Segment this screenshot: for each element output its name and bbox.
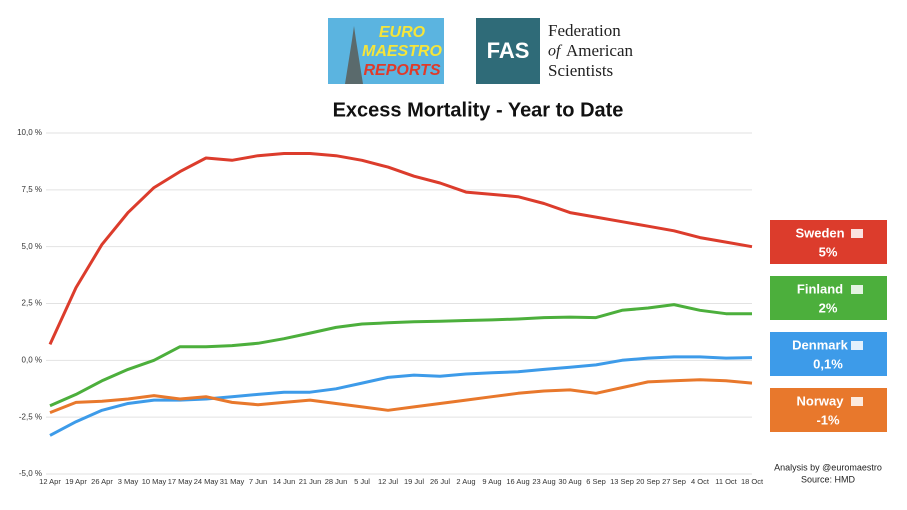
- value-label: 2%: [819, 300, 838, 315]
- y-tick-label: 5,0 %: [22, 242, 42, 251]
- y-tick-label: 7,5 %: [22, 185, 42, 194]
- x-tick-label: 13 Sep: [610, 477, 634, 486]
- x-tick-label: 26 Jul: [430, 477, 450, 486]
- logo-text: REPORTS: [363, 62, 440, 79]
- x-tick-label: 12 Jul: [378, 477, 398, 486]
- legend-box: [770, 388, 887, 432]
- x-tick-label: 27 Sep: [662, 477, 686, 486]
- logo-name: American: [566, 41, 634, 60]
- x-tick-label: 24 May: [194, 477, 219, 486]
- value-label: -1%: [816, 412, 840, 427]
- flag-icon: [851, 341, 863, 350]
- annotation: Source: HMD: [801, 474, 856, 484]
- flag-icon: [851, 285, 863, 294]
- x-tick-label: 28 Jun: [325, 477, 348, 486]
- x-tick-label: 26 Apr: [91, 477, 113, 486]
- y-tick-label: 2,5 %: [22, 299, 42, 308]
- x-tick-label: 10 May: [142, 477, 167, 486]
- chart-title: Excess Mortality - Year to Date: [333, 99, 624, 121]
- value-label: 0,1%: [813, 356, 843, 371]
- logo-text: EURO: [379, 24, 426, 41]
- logo-name: Scientists: [548, 61, 613, 80]
- series-line: [48, 152, 753, 346]
- x-tick-label: 5 Jul: [354, 477, 370, 486]
- logo-name: Federation: [548, 21, 621, 40]
- legend-box: [770, 220, 887, 264]
- legend-box: [770, 276, 887, 320]
- x-tick-label: 11 Oct: [715, 477, 737, 486]
- legend-box: [770, 332, 887, 376]
- legend-label: Norway: [797, 393, 845, 408]
- x-tick-label: 30 Aug: [558, 477, 581, 486]
- x-tick-label: 12 Apr: [39, 477, 61, 486]
- y-tick-label: 0,0 %: [22, 355, 42, 364]
- logo-name: of: [548, 43, 563, 60]
- flag-icon: [851, 397, 863, 406]
- y-tick-label: 10,0 %: [17, 128, 42, 137]
- x-tick-label: 14 Jun: [273, 477, 296, 486]
- logo-text: MAESTRO: [362, 43, 443, 60]
- x-tick-label: 3 May: [118, 477, 139, 486]
- series-line: [49, 378, 753, 414]
- value-label: 5%: [819, 244, 838, 259]
- x-tick-label: 20 Sep: [636, 477, 660, 486]
- x-tick-label: 31 May: [220, 477, 245, 486]
- x-tick-label: 7 Jun: [249, 477, 267, 486]
- series-line: [49, 303, 752, 408]
- y-tick-label: -2,5 %: [19, 412, 42, 421]
- flag-icon: [851, 229, 863, 238]
- eiffel-icon: [345, 26, 363, 84]
- x-tick-label: 21 Jun: [299, 477, 322, 486]
- logo-right-bg: [476, 18, 540, 84]
- series-line: [49, 355, 753, 437]
- x-tick-label: 16 Aug: [506, 477, 529, 486]
- x-tick-label: 19 Jul: [404, 477, 424, 486]
- x-tick-label: 4 Oct: [691, 477, 710, 486]
- legend-label: Denmark: [792, 337, 848, 352]
- legend-label: Sweden: [795, 225, 844, 240]
- y-tick-label: -5,0 %: [19, 469, 42, 478]
- legend-label: Finland: [797, 281, 843, 296]
- x-tick-label: 18 Oct: [741, 477, 764, 486]
- annotation: Analysis by @euromaestro: [774, 462, 882, 472]
- x-tick-label: 9 Aug: [482, 477, 501, 486]
- x-tick-label: 6 Sep: [586, 477, 606, 486]
- x-tick-label: 2 Aug: [456, 477, 475, 486]
- logo-abbr: FAS: [487, 38, 530, 63]
- x-tick-label: 17 May: [168, 477, 193, 486]
- x-tick-label: 19 Apr: [65, 477, 87, 486]
- x-tick-label: 23 Aug: [532, 477, 555, 486]
